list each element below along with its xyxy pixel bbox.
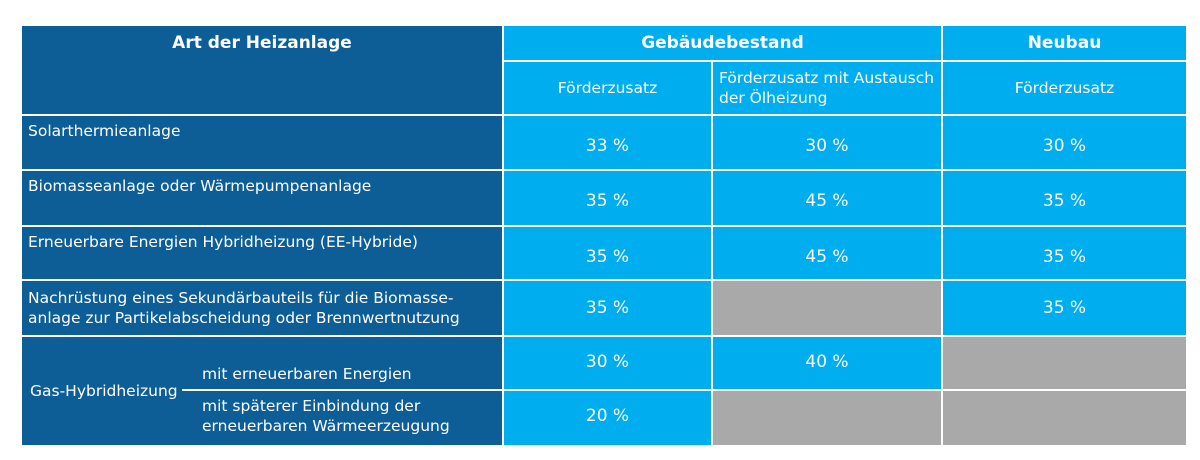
gas-hybrid-divider bbox=[182, 389, 502, 391]
header-existing-buildings: Gebäudebestand bbox=[504, 26, 941, 60]
gas-hybrid-option-renewable: mit erneuerbaren Energien bbox=[202, 365, 412, 383]
cell-value: 30 % bbox=[943, 116, 1186, 169]
cell-empty bbox=[943, 391, 1186, 445]
row-label-biomass-heatpump: Biomasseanlage oder Wärmepumpenanlage bbox=[22, 171, 502, 225]
header-heating-type: Art der Heizanlage bbox=[22, 26, 502, 114]
row-label-secondary-component: Nachrüstung eines Sekundärbauteils für d… bbox=[22, 281, 502, 335]
cell-empty bbox=[943, 337, 1186, 389]
header-new-buildings: Neubau bbox=[943, 26, 1186, 60]
cell-value: 30 % bbox=[504, 337, 711, 389]
cell-value: 33 % bbox=[504, 116, 711, 169]
cell-value: 45 % bbox=[713, 227, 941, 279]
cell-value: 20 % bbox=[504, 391, 711, 445]
cell-empty bbox=[713, 391, 941, 445]
cell-value: 35 % bbox=[943, 281, 1186, 335]
subheader-existing-bonus: Förderzusatz bbox=[504, 62, 711, 114]
funding-table: Art der Heizanlage Gebäudebestand Neubau… bbox=[22, 26, 1186, 445]
cell-value: 35 % bbox=[504, 171, 711, 225]
row-label-ee-hybrid: Erneuerbare Energien Hybridheizung (EE-H… bbox=[22, 227, 502, 279]
cell-value: 30 % bbox=[713, 116, 941, 169]
subheader-new-bonus: Förderzusatz bbox=[943, 62, 1186, 114]
gas-hybrid-option-later-integration: mit späterer Einbindung der erneuerbaren… bbox=[202, 397, 450, 435]
cell-value: 35 % bbox=[943, 227, 1186, 279]
cell-empty bbox=[713, 281, 941, 335]
cell-value: 35 % bbox=[504, 281, 711, 335]
gas-hybrid-label: Gas-Hybridheizung bbox=[30, 382, 178, 400]
cell-value: 35 % bbox=[943, 171, 1186, 225]
subheader-existing-oil-replacement-bonus: Förderzusatz mit Austausch der Ölheizung bbox=[713, 62, 941, 114]
cell-value: 45 % bbox=[713, 171, 941, 225]
row-label-solar-thermal: Solarthermieanlage bbox=[22, 116, 502, 169]
cell-value: 40 % bbox=[713, 337, 941, 389]
row-group-gas-hybrid: Gas-Hybridheizung mit erneuerbaren Energ… bbox=[22, 337, 502, 445]
cell-value: 35 % bbox=[504, 227, 711, 279]
